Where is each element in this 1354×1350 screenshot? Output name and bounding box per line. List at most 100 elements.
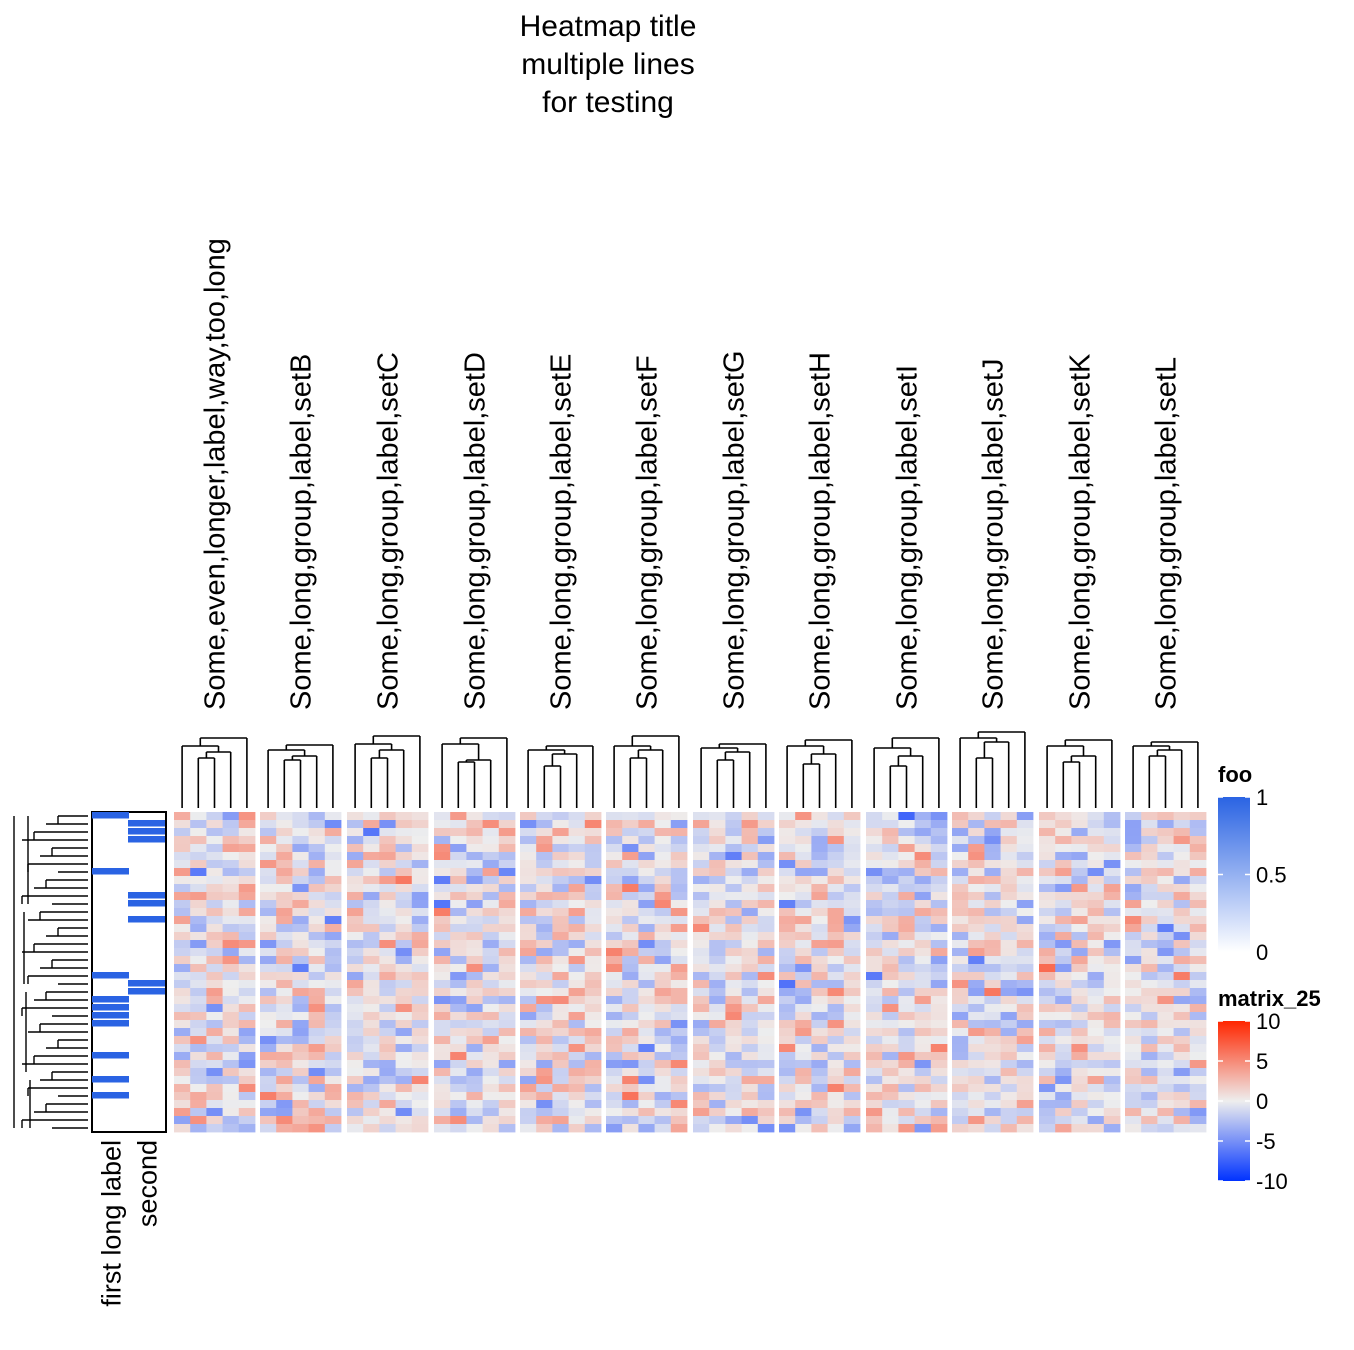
heatmap-cell bbox=[795, 908, 812, 917]
row-annotation-label-2: second bbox=[133, 1140, 163, 1227]
column-dendrogram-3 bbox=[354, 735, 421, 808]
heatmap-cell bbox=[536, 860, 553, 869]
heatmap-cell bbox=[520, 876, 537, 885]
heatmap-cell bbox=[498, 996, 516, 1005]
heatmap-cell bbox=[622, 956, 639, 965]
heatmap-cell bbox=[190, 916, 207, 925]
heatmap-cell bbox=[1071, 812, 1088, 821]
heatmap-cell bbox=[1016, 940, 1034, 949]
heatmap-cell bbox=[757, 852, 775, 861]
heatmap-cell bbox=[482, 844, 500, 853]
heatmap-cell bbox=[395, 892, 413, 901]
heatmap-cell bbox=[741, 964, 759, 973]
heatmap-cell bbox=[670, 988, 688, 997]
heatmap-cell bbox=[568, 844, 586, 853]
heatmap-cell bbox=[1039, 932, 1056, 941]
heatmap-cell bbox=[968, 1060, 985, 1069]
heatmap-cell bbox=[622, 1124, 639, 1133]
heatmap-cell bbox=[450, 996, 467, 1005]
heatmap-cell bbox=[693, 1036, 710, 1045]
heatmap-cell bbox=[693, 932, 710, 941]
heatmap-cell bbox=[292, 1020, 309, 1029]
heatmap-cell bbox=[952, 924, 969, 933]
column-group-label-7: Some,long,group,label,setG bbox=[719, 351, 751, 711]
heatmap-cell bbox=[498, 1060, 516, 1069]
heatmap-cell bbox=[984, 988, 1001, 997]
heatmap-cell bbox=[174, 852, 191, 861]
heatmap-cell bbox=[190, 1028, 207, 1037]
heatmap-cell bbox=[1039, 1092, 1056, 1101]
heatmap-cell bbox=[1103, 932, 1121, 941]
heatmap-cell bbox=[984, 828, 1001, 837]
column-dendrogram-5 bbox=[527, 745, 594, 808]
heatmap-cell bbox=[520, 1052, 537, 1061]
heatmap-cell bbox=[898, 1004, 915, 1013]
column-group-label-1: Some,even,longer,label,way,too,long bbox=[200, 238, 232, 710]
heatmap-cell bbox=[622, 860, 639, 869]
heatmap-cell bbox=[1103, 828, 1121, 837]
heatmap-cell bbox=[292, 940, 309, 949]
heatmap-cell bbox=[795, 1076, 812, 1085]
heatmap-cell bbox=[930, 884, 948, 893]
heatmap-cell bbox=[347, 1084, 364, 1093]
heatmap-cell bbox=[898, 964, 915, 973]
heatmap-cell bbox=[654, 1100, 672, 1109]
heatmap-cell bbox=[260, 1108, 277, 1117]
heatmap-cell bbox=[520, 812, 537, 821]
heatmap-cell bbox=[450, 1068, 467, 1077]
heatmap-cell bbox=[206, 828, 223, 837]
heatmap-cell bbox=[568, 1052, 586, 1061]
heatmap-cell bbox=[434, 1076, 451, 1085]
heatmap-cell bbox=[670, 1028, 688, 1037]
heatmap-cell bbox=[450, 988, 467, 997]
heatmap-cell bbox=[827, 876, 845, 885]
heatmap-cell bbox=[520, 1076, 537, 1085]
heatmap-cell bbox=[709, 996, 726, 1005]
heatmap-cell bbox=[568, 940, 586, 949]
heatmap-cell bbox=[914, 1012, 932, 1021]
heatmap-cell bbox=[1000, 1076, 1018, 1085]
heatmap-cell bbox=[1071, 1100, 1088, 1109]
heatmap-cell bbox=[827, 1100, 845, 1109]
heatmap-cell bbox=[347, 860, 364, 869]
heatmap-cell bbox=[238, 820, 256, 829]
heatmap-cell bbox=[968, 932, 985, 941]
heatmap-cell bbox=[914, 876, 932, 885]
heatmap-cell bbox=[347, 844, 364, 853]
heatmap-cell bbox=[536, 1068, 553, 1077]
heatmap-cell bbox=[379, 868, 396, 877]
heatmap-cell bbox=[898, 988, 915, 997]
heatmap-cell bbox=[347, 884, 364, 893]
heatmap-cell bbox=[638, 1084, 655, 1093]
heatmap-cell bbox=[811, 924, 828, 933]
heatmap-cell bbox=[363, 812, 380, 821]
heatmap-cell bbox=[866, 1036, 883, 1045]
heatmap-cell bbox=[260, 980, 277, 989]
heatmap-cell bbox=[1189, 956, 1207, 965]
heatmap-cell bbox=[709, 828, 726, 837]
heatmap-cell bbox=[1141, 868, 1158, 877]
heatmap-cell bbox=[395, 1012, 413, 1021]
legend-title: matrix_25 bbox=[1218, 986, 1321, 1011]
heatmap-cell bbox=[670, 1100, 688, 1109]
heatmap-cell bbox=[914, 1060, 932, 1069]
heatmap-cell bbox=[1157, 1092, 1174, 1101]
heatmap-cell bbox=[843, 956, 861, 965]
heatmap-cell bbox=[1125, 996, 1142, 1005]
column-group-label-2: Some,long,group,label,setB bbox=[286, 354, 318, 710]
heatmap-cell bbox=[882, 812, 899, 821]
heatmap-cell bbox=[206, 1108, 223, 1117]
heatmap-cell bbox=[568, 900, 586, 909]
heatmap-cell bbox=[795, 1028, 812, 1037]
heatmap-cell bbox=[411, 948, 429, 957]
legend-tick-label: 5 bbox=[1256, 1049, 1268, 1074]
heatmap-cell bbox=[552, 1052, 569, 1061]
heatmap-cell bbox=[952, 1044, 969, 1053]
heatmap-cell bbox=[552, 884, 569, 893]
heatmap-cell bbox=[1125, 1028, 1142, 1037]
heatmap-cell bbox=[1189, 964, 1207, 973]
heatmap-cell bbox=[584, 988, 602, 997]
heatmap-cell bbox=[520, 1012, 537, 1021]
heatmap-cell bbox=[606, 1124, 623, 1133]
heatmap-cell bbox=[536, 988, 553, 997]
